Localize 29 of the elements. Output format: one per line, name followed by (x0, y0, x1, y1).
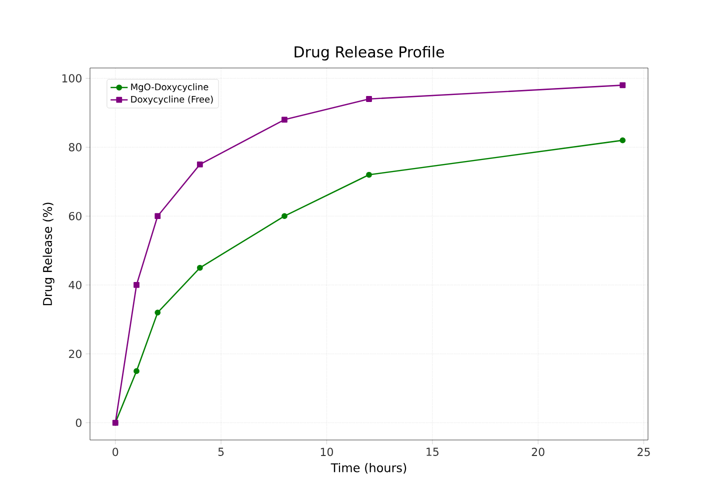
x-axis-title: Time (hours) (330, 462, 406, 474)
point (196, 264, 203, 271)
point (282, 213, 288, 220)
point (366, 96, 372, 102)
chart-title: Drug Release Profile (294, 46, 444, 60)
x-tick-label: 25 (638, 448, 650, 456)
point (366, 172, 372, 178)
x-tick-label: 0 (112, 448, 118, 456)
point (134, 368, 140, 374)
legend-label: MgO-Doxycycline (131, 83, 208, 92)
point (154, 213, 161, 220)
point (620, 137, 626, 144)
y-axis-title: Drug Release (%) (42, 202, 54, 306)
y-tick-label: 80 (68, 143, 82, 152)
y-tick-label: 100 (62, 74, 82, 82)
y-tick-label: 40 (68, 280, 82, 290)
x-tick-label: 15 (426, 448, 438, 456)
point (134, 282, 140, 288)
point (282, 116, 288, 123)
y-tick-label: 60 (68, 212, 82, 220)
point (196, 161, 203, 168)
x-tick-label: 10 (320, 448, 333, 456)
point (154, 310, 161, 316)
point (620, 82, 626, 88)
y-tick-label: 0 (76, 418, 82, 427)
x-tick-label: 20 (532, 448, 544, 456)
x-tick-label: 5 (218, 448, 224, 456)
y-tick-label: 20 (69, 350, 82, 358)
legend-label: Doxycycline (Free) (131, 96, 213, 104)
